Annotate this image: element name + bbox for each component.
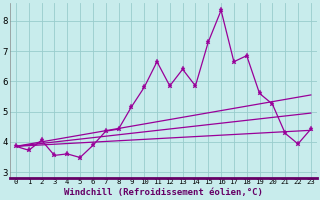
X-axis label: Windchill (Refroidissement éolien,°C): Windchill (Refroidissement éolien,°C) [64, 188, 263, 197]
